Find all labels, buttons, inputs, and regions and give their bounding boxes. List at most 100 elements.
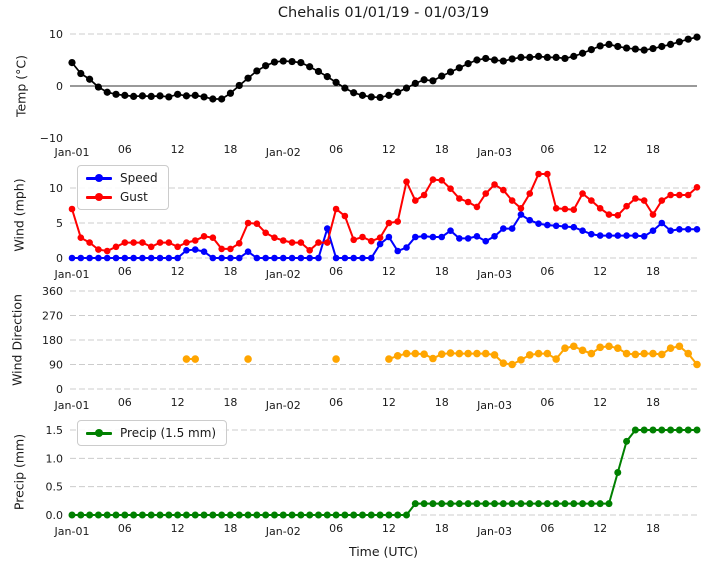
temp-marker [578, 49, 587, 57]
speed-marker [420, 233, 428, 240]
temp-marker [526, 53, 534, 62]
speed-marker [121, 254, 129, 262]
temp-marker [332, 78, 340, 86]
temp-marker [631, 45, 639, 53]
wind direction-marker [613, 344, 622, 352]
temp-marker [658, 42, 666, 51]
wind direction-marker [429, 354, 437, 363]
temp-marker [552, 53, 560, 62]
precip (1.5 mm)-marker [130, 511, 138, 519]
temp-marker [561, 54, 569, 63]
precip-xtick-label: Jan-03 [476, 525, 512, 538]
gust-line-icon [86, 193, 112, 201]
gust-marker [667, 191, 674, 199]
temp-marker [411, 79, 419, 87]
speed-marker [394, 247, 402, 255]
gust-marker [508, 197, 516, 204]
speed-marker [579, 227, 586, 234]
speed-marker [323, 225, 331, 232]
precip (1.5 mm)-marker [112, 511, 120, 519]
temp-marker [323, 73, 331, 81]
precip (1.5 mm)-marker [464, 500, 472, 508]
speed-marker [191, 246, 199, 253]
precip (1.5 mm)-marker [86, 511, 94, 519]
temp-marker [675, 38, 683, 46]
precip (1.5 mm)-marker [649, 426, 657, 434]
speed-marker [464, 235, 472, 242]
gust-marker [103, 247, 111, 255]
gust-marker [684, 191, 692, 199]
wind direction-marker [534, 349, 543, 358]
gust-marker [376, 234, 384, 241]
wind_direction-xtick-label: 12 [382, 396, 396, 409]
speed-marker [235, 254, 243, 262]
gust-marker [676, 191, 683, 199]
temp-xtick-label: Jan-01 [54, 146, 90, 159]
temp-marker [288, 57, 296, 66]
precip-panel: 1.5 1.0 0.5 0.0 Jan-01 06 12 18 Jan-02 06 12 18 Jan-… [46, 424, 701, 538]
speed-marker [605, 232, 613, 239]
temp-marker [570, 52, 578, 60]
speed-marker [253, 254, 261, 262]
temp-marker [314, 67, 323, 76]
wind direction-marker [596, 343, 604, 352]
gust-marker [165, 239, 173, 246]
temp-marker [191, 91, 199, 99]
gust-marker [596, 205, 604, 212]
gust-marker [526, 190, 534, 197]
temp-marker [68, 59, 76, 67]
temp-marker [209, 95, 217, 103]
gust-marker [139, 239, 146, 246]
wind-xtick-label: 06 [540, 265, 554, 278]
precip (1.5 mm)-marker [658, 426, 666, 434]
speed-marker [209, 254, 217, 262]
temp-marker [147, 92, 155, 100]
gust-marker [315, 239, 322, 246]
precip (1.5 mm)-marker [350, 511, 358, 519]
precip (1.5 mm)-marker [420, 500, 428, 508]
precip-ytick-label: 1.0 [46, 452, 64, 465]
speed-marker [684, 226, 692, 233]
gust-marker [403, 178, 410, 185]
speed-marker [693, 226, 701, 233]
wind_direction-xtick-label: 06 [329, 396, 343, 409]
temp-marker [693, 33, 701, 41]
wind direction-marker [587, 349, 596, 358]
precip (1.5 mm)-marker [526, 500, 534, 508]
precip (1.5 mm)-marker [174, 511, 182, 519]
wind direction-marker [411, 349, 420, 358]
wind direction-marker [464, 349, 472, 358]
gust-marker [640, 197, 648, 204]
wind direction-marker [631, 350, 640, 359]
temp-marker [649, 44, 657, 53]
wind direction-marker [552, 355, 560, 363]
precip-xtick-label: 18 [646, 522, 660, 535]
temp-marker [482, 54, 490, 63]
wind-xtick-label: 06 [118, 265, 132, 278]
gust-marker [535, 170, 542, 178]
wind direction-marker [684, 349, 692, 358]
precip (1.5 mm)-marker [94, 511, 102, 519]
legend-label-speed: Speed [120, 171, 158, 185]
gust-marker [482, 190, 490, 197]
gust-marker [447, 185, 454, 192]
precip (1.5 mm)-marker [68, 511, 76, 519]
precip (1.5 mm)-marker [147, 511, 155, 519]
gust-marker [112, 243, 120, 251]
gust-marker [579, 190, 586, 197]
temp-xtick-label: 18 [223, 143, 237, 156]
precip-xtick-label: Jan-02 [265, 525, 301, 538]
wind direction-marker [578, 346, 587, 355]
gust-marker [429, 176, 437, 183]
gust-series [68, 170, 701, 255]
precip (1.5 mm)-marker [253, 511, 261, 519]
gust-marker [473, 203, 481, 211]
gust-marker [86, 239, 93, 246]
speed-marker [588, 230, 595, 238]
wind-direction-series [182, 342, 701, 369]
precip (1.5 mm)-marker [579, 500, 587, 508]
gust-marker [68, 205, 76, 213]
speed-marker [640, 233, 648, 240]
